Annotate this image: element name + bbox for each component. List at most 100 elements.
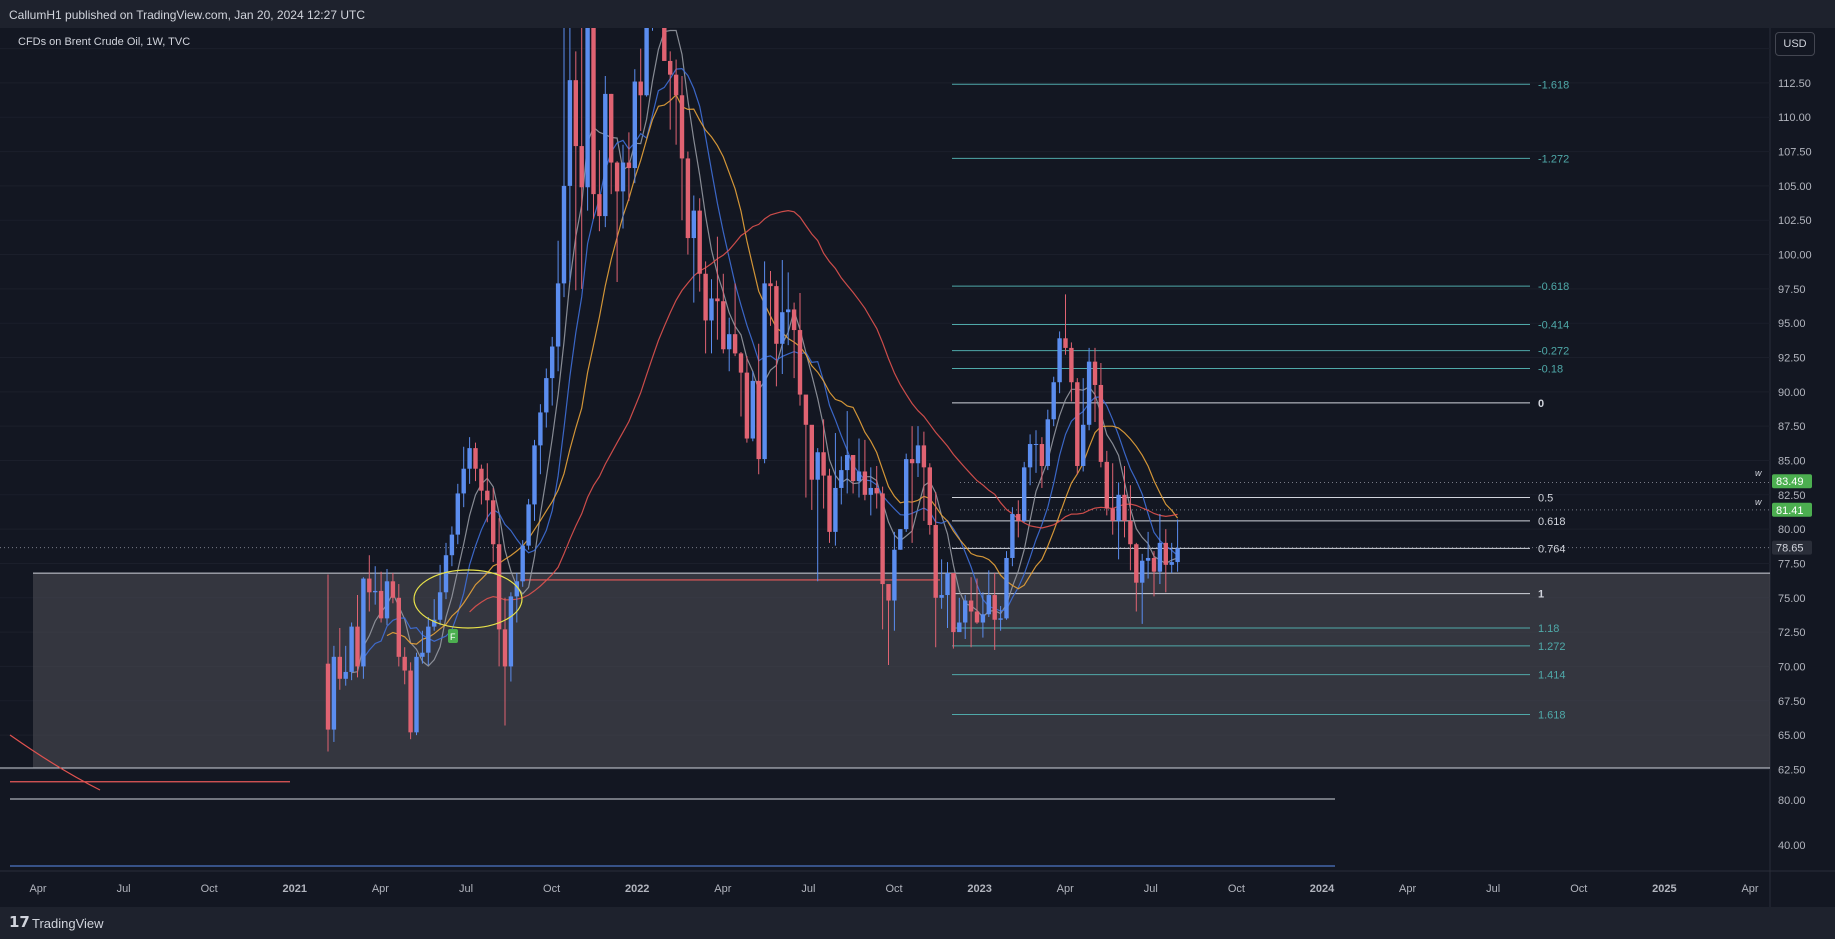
y-tick-label: 90.00 (1778, 387, 1806, 399)
w-marker: w (1755, 468, 1762, 478)
y-tick-label: 82.50 (1778, 490, 1806, 502)
candle-body (933, 525, 938, 598)
x-tick-label: 2024 (1310, 883, 1335, 895)
y-tick-label: 70.00 (1778, 661, 1806, 673)
candle-body (691, 210, 696, 239)
candle-body (591, 28, 596, 195)
candle-body (968, 600, 974, 612)
candle-body (638, 81, 643, 96)
candle-body (532, 445, 537, 505)
x-tick-label: Oct (543, 883, 560, 895)
candle-body (868, 487, 873, 495)
x-tick-label: Apr (1057, 883, 1074, 895)
candle-body (361, 578, 366, 667)
candle-body (514, 581, 519, 597)
candle-body (1151, 557, 1157, 572)
candle-body (880, 493, 885, 585)
candle-body (791, 309, 797, 331)
x-tick-label: 2025 (1652, 883, 1676, 895)
currency-button[interactable]: USD (1775, 32, 1815, 56)
candle-body (538, 412, 543, 446)
candle-body (839, 470, 844, 488)
candle-body (1163, 542, 1168, 565)
candle-body (951, 573, 956, 633)
candle-body (797, 330, 803, 395)
candle-body (1098, 384, 1104, 462)
candle-body (603, 93, 608, 217)
price-chart[interactable]: -1.618 -1.272 -0.618 -0.414 -0.272 -0.18 0 0.5 0… (0, 28, 1835, 907)
chart-background (0, 28, 1770, 907)
candle-body (1063, 338, 1068, 348)
footer: 17 TradingView (0, 907, 1835, 939)
y-tick-label: 65.00 (1778, 730, 1806, 742)
flag-marker (448, 629, 458, 643)
x-tick-label: Apr (1399, 883, 1416, 895)
footer-brand: TradingView (32, 916, 104, 931)
candle-body (738, 353, 744, 373)
fib-label: 1.272 (1538, 641, 1566, 653)
candle-body (496, 544, 502, 630)
candle-body (367, 578, 372, 593)
candle-body (980, 614, 986, 623)
candle-body (479, 468, 484, 491)
candle-body (874, 487, 879, 494)
price-axis[interactable] (1770, 28, 1835, 907)
fib-label: 1.414 (1538, 670, 1566, 682)
fib-label: 0 (1538, 398, 1544, 410)
candle-body (862, 471, 868, 495)
candle-body (927, 467, 932, 526)
lower-pane-label: 80.00 (1778, 795, 1806, 807)
fib-label: 1.618 (1538, 709, 1566, 721)
candle-body (921, 445, 927, 468)
candle-body (803, 394, 809, 425)
fib-label: 0.764 (1538, 543, 1566, 555)
y-tick-label: 112.50 (1778, 78, 1811, 90)
lower-pane-label: 40.00 (1778, 840, 1806, 852)
y-tick-label: 97.50 (1778, 284, 1806, 296)
y-tick-label: 80.00 (1778, 524, 1806, 536)
candle-body (721, 301, 726, 350)
candle-body (963, 600, 968, 623)
candle-body (673, 74, 679, 96)
candle-body (455, 493, 460, 535)
candle-body (679, 95, 685, 159)
candle-body (786, 309, 791, 313)
candle-body (732, 334, 738, 354)
candle-body (408, 670, 413, 733)
y-tick-label: 75.00 (1778, 593, 1806, 605)
candle-body (833, 487, 838, 532)
candle-body (614, 162, 620, 192)
candle-body (337, 656, 342, 679)
x-tick-label: Oct (1570, 883, 1587, 895)
candle-body (349, 626, 354, 672)
candle-body (821, 452, 826, 476)
x-tick-label: Apr (714, 883, 731, 895)
candle-body (432, 619, 437, 627)
candle-body (626, 162, 632, 169)
candle-body (508, 596, 514, 667)
fib-label: 0.618 (1538, 516, 1566, 528)
candle-body (662, 28, 667, 61)
x-tick-label: Apr (29, 883, 46, 895)
chart-title: CFDs on Brent Crude Oil, 1W, TVC (18, 36, 190, 48)
candle-body (1033, 444, 1039, 446)
zone-rect (33, 573, 1770, 769)
candle-body (1045, 419, 1050, 466)
x-tick-label: 2022 (625, 883, 649, 895)
candle-body (744, 372, 750, 439)
y-tick-label: 72.50 (1778, 627, 1806, 639)
candle-body (449, 534, 455, 556)
ma-price-tag-text: 83.49 (1776, 476, 1804, 488)
y-axis-labels: 115.00112.50110.00107.50105.00102.50100.… (1778, 44, 1812, 777)
candle-body (485, 490, 490, 501)
candle-body (402, 656, 407, 671)
fib-label: -0.18 (1538, 363, 1563, 375)
y-tick-label: 105.00 (1778, 181, 1812, 193)
candle-body (750, 380, 755, 439)
ma-red (469, 209, 1178, 613)
candle-body (715, 298, 720, 302)
candle-body (915, 445, 921, 464)
candle-body (809, 424, 814, 480)
candle-body (1122, 494, 1127, 521)
flag-marker-label: F (450, 632, 456, 642)
